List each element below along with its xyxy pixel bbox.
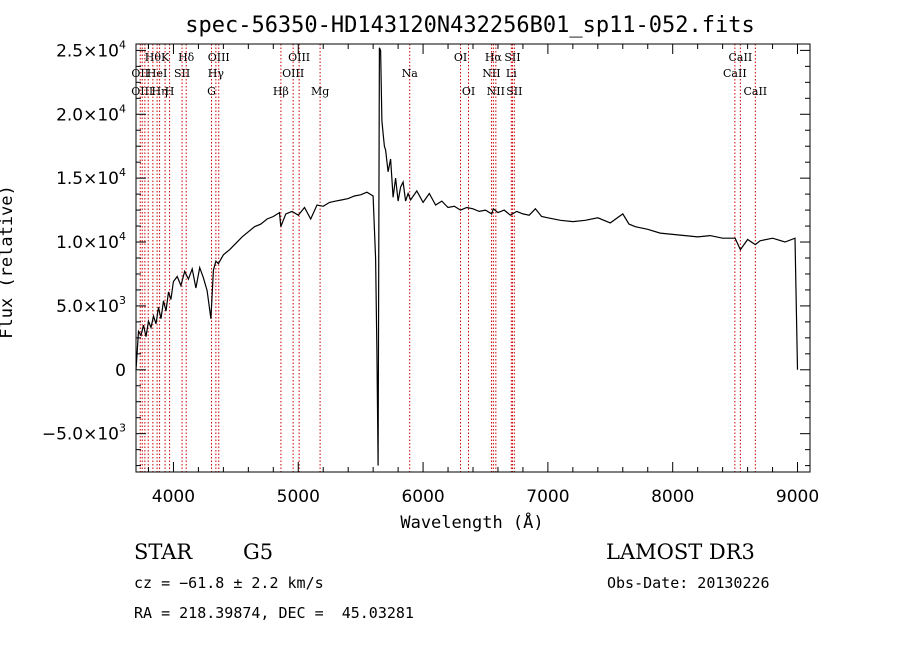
object-subclass: G5 [243, 540, 274, 564]
spectral-line-label: K [161, 51, 170, 64]
spectral-line-label: OI [462, 85, 475, 98]
spectral-line-markers [139, 44, 756, 472]
spectral-line-label: HeI [147, 67, 167, 80]
x-tick-label: 9000 [776, 487, 819, 507]
y-tick-label: 2.5×104 [56, 38, 126, 61]
spectral-line-label: SII [504, 51, 520, 64]
spectral-line-labels: OIIOIIIHθHeIHηKHSIIHδGHγOIIIHβOIIIOIIIMg… [131, 51, 767, 98]
spectral-line-label: Hδ [178, 51, 195, 64]
object-class: STAR [134, 540, 193, 564]
y-tick-label: 1.0×104 [56, 230, 126, 253]
spectral-line-label: Hγ [208, 67, 225, 80]
survey-name: LAMOST DR3 [606, 540, 755, 564]
spectral-line-label: OIII [208, 51, 230, 64]
x-tick-label: 8000 [651, 487, 694, 507]
x-tick-label: 7000 [526, 487, 569, 507]
spectral-line-label: SII [174, 67, 190, 80]
y-tick-label: −5.0×103 [42, 422, 126, 445]
x-axis-ticks: 4000 5000 6000 7000 8000 9000 [147, 44, 819, 507]
spectral-line-label: OIII [288, 51, 310, 64]
y-tick-label: 2.0×104 [56, 102, 126, 125]
spectral-line-label: NII [487, 85, 505, 98]
spectral-line-label: G [207, 85, 216, 98]
x-tick-label: 5000 [277, 487, 320, 507]
spectral-line-label: OIII [131, 85, 153, 98]
spectral-line-label: Na [402, 67, 419, 80]
spectral-line-label: H [165, 85, 175, 98]
y-axis-ticks: −5.0×103 0 5.0×103 1.0×104 1.5×104 2.0×104 2.5… [42, 38, 810, 467]
spectrum-series-line [135, 47, 799, 466]
spectral-line-label: Mg [311, 85, 329, 98]
spectral-line-label: Li [506, 67, 517, 80]
spectral-line-label: CaII [743, 85, 767, 98]
x-tick-label: 6000 [401, 487, 444, 507]
spectral-line-label: Hθ [145, 51, 162, 64]
y-axis-label: Flux (relative) [0, 185, 17, 339]
spectral-line-label: NII [482, 67, 500, 80]
chart-title: spec-56350-HD143120N432256B01_sp11-052.f… [185, 13, 755, 38]
plot-frame [135, 43, 811, 473]
y-tick-label: 1.5×104 [56, 166, 126, 189]
spectral-line-label: Hη [151, 85, 167, 98]
spectral-line-label: OIII [282, 67, 304, 80]
spectral-line-label: OI [454, 51, 467, 64]
y-tick-label: 5.0×103 [56, 294, 126, 317]
x-tick-label: 4000 [152, 487, 195, 507]
spectral-line-label: Hβ [273, 85, 289, 98]
spectral-line-label: CaII [729, 51, 753, 64]
observation-date: Obs-Date: 20130226 [607, 574, 770, 592]
spectral-line-label: Hα [485, 51, 503, 64]
spectral-line-label: CaII [723, 67, 747, 80]
x-axis-label: Wavelength (Å) [400, 511, 543, 533]
coordinates: RA = 218.39874, DEC = 45.03281 [134, 604, 414, 622]
spectral-line-label: SII [506, 85, 522, 98]
y-tick-label: 0 [115, 361, 126, 381]
redshift-cz: cz = −61.8 ± 2.2 km/s [134, 574, 324, 592]
